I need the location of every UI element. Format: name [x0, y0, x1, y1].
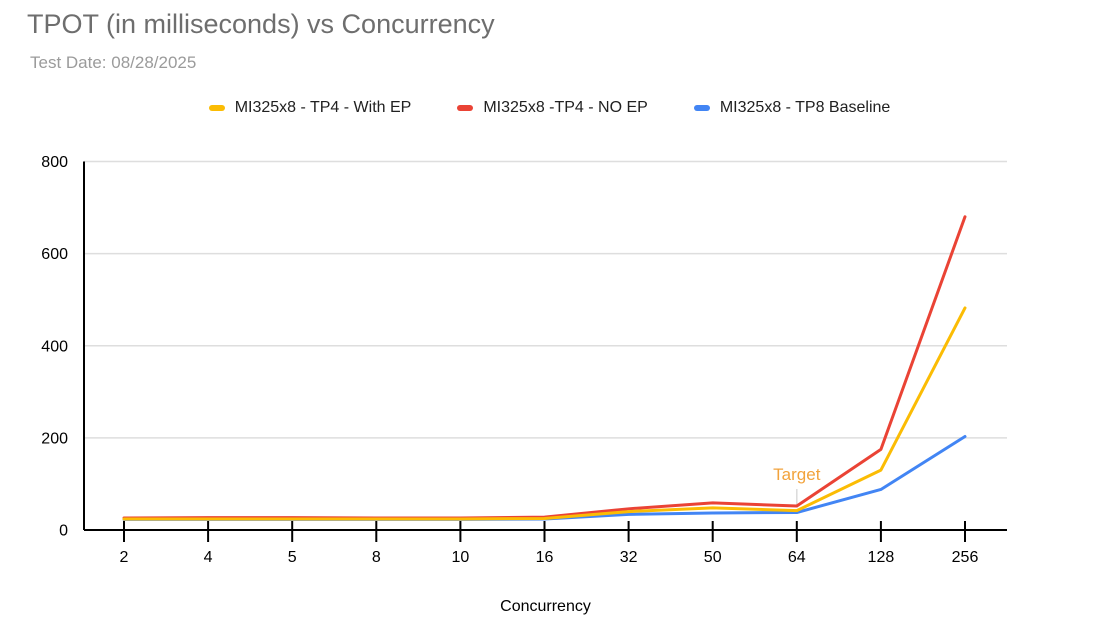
- legend-label: MI325x8 - TP4 - With EP: [234, 99, 412, 116]
- legend-swatch-icon: [693, 105, 710, 111]
- annotation-target-label: Target: [773, 465, 821, 484]
- legend-item: MI325x8 - TP8 Baseline: [693, 99, 891, 117]
- x-tick-label: 128: [868, 549, 895, 566]
- x-tick-label: 50: [704, 549, 722, 566]
- legend-label: MI325x8 -TP4 - NO EP: [483, 99, 648, 116]
- x-tick-label: 16: [536, 549, 554, 566]
- x-tick-label: 8: [372, 549, 381, 566]
- x-tick-label: 32: [620, 549, 638, 566]
- x-tick-label: 10: [452, 549, 470, 566]
- x-tick-label: 256: [952, 549, 979, 566]
- x-tick-label: 4: [204, 549, 213, 566]
- y-tick-label: 800: [41, 154, 68, 171]
- series-line: [122, 306, 967, 521]
- legend: MI325x8 - TP4 - With EP MI325x8 -TP4 - NO…: [0, 99, 1099, 117]
- legend-item: MI325x8 - TP4 - With EP: [208, 99, 412, 117]
- y-tick-label: 400: [41, 338, 68, 355]
- legend-swatch-icon: [208, 105, 225, 111]
- y-tick-label: 0: [59, 523, 68, 540]
- y-tick-label: 200: [41, 430, 68, 447]
- legend-label: MI325x8 - TP8 Baseline: [719, 99, 891, 116]
- x-tick-label: 64: [788, 549, 806, 566]
- legend-item: MI325x8 -TP4 - NO EP: [457, 99, 648, 117]
- series-line: [122, 215, 967, 520]
- chart-title: TPOT (in milliseconds) vs Concurrency: [27, 9, 495, 39]
- y-tick-label: 600: [41, 246, 68, 263]
- x-tick-label: 2: [120, 549, 129, 566]
- x-axis-title: Concurrency: [500, 598, 591, 615]
- chart-subtitle: Test Date: 08/28/2025: [30, 53, 197, 72]
- x-tick-label: 5: [288, 549, 297, 566]
- legend-swatch-icon: [457, 105, 474, 111]
